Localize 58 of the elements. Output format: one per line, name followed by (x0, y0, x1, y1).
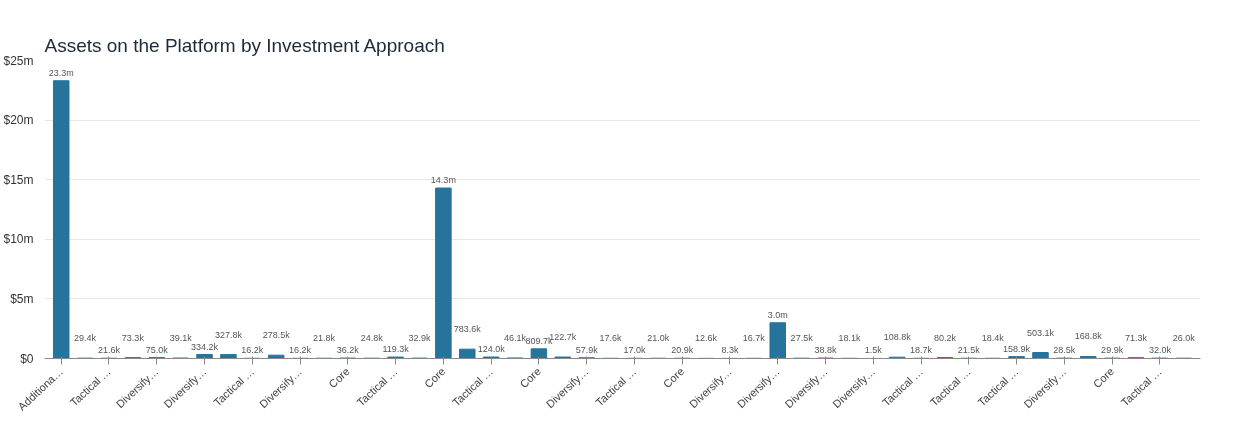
chart-title: Assets on the Platform by Investment Approach (44, 34, 445, 56)
data-label: 21.5k (957, 345, 981, 356)
data-label: 503.1k (1026, 327, 1055, 338)
data-label: 14.3m (430, 175, 456, 186)
data-label: 12.6k (695, 333, 718, 344)
data-label: 21.6k (97, 345, 121, 356)
y-tick-label: $15m (3, 172, 34, 187)
y-tick-label: $5m (10, 291, 34, 306)
data-label: 108.8k (883, 332, 912, 343)
data-label: 38.8k (814, 345, 838, 356)
data-label: 27.5k (790, 333, 814, 344)
data-label: 16.2k (241, 345, 264, 356)
data-label: 39.1k (169, 333, 193, 344)
data-label: 32.9k (408, 333, 431, 344)
data-label: 18.4k (981, 333, 1005, 344)
data-label: 21.8k (312, 333, 336, 344)
data-label: 16.7k (742, 333, 766, 344)
data-label: 46.1k (504, 332, 527, 343)
data-label: 36.2k (336, 345, 360, 356)
data-label: 28.5k (1053, 345, 1076, 356)
data-label: 18.1k (838, 333, 861, 344)
data-label: 18.7k (910, 345, 933, 356)
data-label: 73.3k (121, 332, 145, 343)
data-label: 80.2k (933, 332, 957, 343)
data-label: 24.8k (360, 333, 384, 344)
x-tick-label: Core (660, 365, 687, 391)
x-tick-label: Core (326, 365, 352, 391)
data-label: 783.6k (453, 324, 482, 335)
data-label: 21.0k (647, 333, 670, 344)
data-label: 71.3k (1125, 332, 1148, 343)
data-label: 57.9k (575, 344, 599, 355)
data-label: 75.0k (145, 344, 169, 355)
data-label: 23.3m (48, 67, 74, 78)
y-tick-label: $0 (20, 351, 34, 366)
data-label: 1.5k (864, 345, 883, 356)
data-label: 158.9k (1003, 343, 1031, 354)
data-label: 16.2k (289, 345, 312, 356)
data-label: 278.5k (262, 330, 291, 341)
x-tick-label: Core (1090, 365, 1117, 391)
x-tick-label: Core (421, 365, 448, 391)
data-label: 119.3k (382, 344, 410, 355)
data-label: 168.8k (1074, 331, 1103, 342)
data-label: 29.4k (74, 333, 97, 344)
y-tick-label: $10m (3, 232, 34, 247)
data-label: 26.0k (1172, 333, 1196, 344)
data-label: 17.0k (623, 345, 646, 356)
data-label: 32.0k (1148, 345, 1172, 356)
data-label: 20.9k (671, 345, 694, 356)
data-label: 17.6k (599, 333, 623, 344)
x-tick-label: Core (517, 365, 543, 391)
data-label: 327.8k (214, 329, 243, 340)
data-label: 3.0m (767, 309, 788, 320)
y-tick-label: $20m (3, 113, 34, 128)
data-label: 29.9k (1101, 345, 1124, 356)
data-label: 8.3k (721, 345, 739, 356)
data-label: 334.2k (191, 341, 219, 352)
y-tick-label: $25m (3, 53, 34, 68)
data-label: 124.0k (477, 344, 506, 355)
